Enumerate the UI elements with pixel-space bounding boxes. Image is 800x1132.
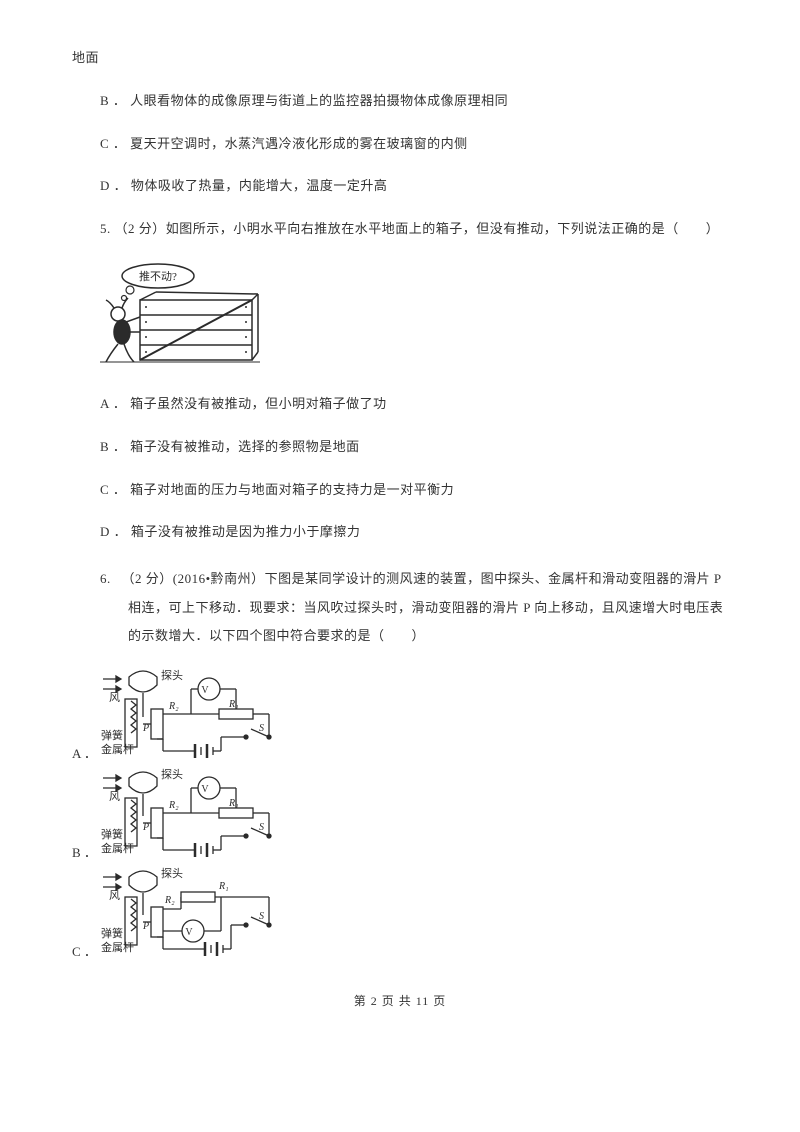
svg-text:探头: 探头: [161, 768, 183, 781]
svg-text:R₁: R₁: [228, 798, 239, 809]
q5-figure: 推不动?: [100, 262, 728, 372]
q5-option-c: C ． 箱子对地面的压力与地面对箱子的支持力是一对平衡力: [72, 480, 728, 501]
svg-text:V: V: [201, 784, 209, 795]
svg-text:风: 风: [109, 790, 120, 803]
q6-diagram-c: 风 探头 V R₂ R₁ P S 弹簧 金属杆: [101, 867, 286, 962]
q5-option-b: B ． 箱子没有被推动，选择的参照物是地面: [72, 437, 728, 458]
svg-text:弹簧: 弹簧: [101, 728, 123, 742]
q4-option-b: B ． 人眼看物体的成像原理与街道上的监控器拍摄物体成像原理相同: [72, 91, 728, 112]
svg-text:R₂: R₂: [168, 800, 179, 811]
svg-text:弹簧: 弹簧: [101, 926, 123, 940]
svg-text:S: S: [259, 822, 264, 833]
q5-option-d: D ． 箱子没有被推动是因为推力小于摩擦力: [72, 522, 728, 543]
svg-text:弹簧: 弹簧: [101, 827, 123, 841]
svg-text:P: P: [142, 723, 149, 734]
svg-text:S: S: [259, 723, 264, 734]
svg-text:金属杆: 金属杆: [101, 841, 134, 855]
svg-text:R₁: R₁: [218, 881, 229, 892]
svg-text:V: V: [201, 685, 209, 696]
q5-option-a: A ． 箱子虽然没有被推动，但小明对箱子做了功: [72, 394, 728, 415]
q6-option-c-label: C ．: [72, 941, 97, 962]
q4-option-d: D ． 物体吸收了热量，内能增大，温度一定升高: [72, 176, 728, 197]
svg-text:探头: 探头: [161, 669, 183, 682]
q5-bubble-text: 推不动?: [139, 269, 177, 283]
svg-text:R₂: R₂: [168, 701, 179, 712]
q6-diagram-b: 风 探头 V R₂ R₁ P S 弹簧 金属杆: [101, 768, 286, 863]
svg-text:金属杆: 金属杆: [101, 742, 134, 756]
q6-option-c-row: C ．: [72, 867, 728, 962]
q4-option-c: C ． 夏天开空调时，水蒸汽遇冷液化形成的雾在玻璃窗的内侧: [72, 134, 728, 155]
q4-stem-tail: 地面: [72, 48, 728, 69]
svg-text:P: P: [142, 822, 149, 833]
svg-text:探头: 探头: [161, 867, 183, 880]
page-footer: 第 2 页 共 11 页: [72, 992, 728, 1009]
svg-text:P: P: [142, 921, 149, 932]
svg-text:V: V: [185, 927, 193, 938]
q6-stem: 6. （2 分）(2016•黔南州）下图是某同学设计的测风速的装置，图中探头、金…: [100, 565, 728, 651]
q6-option-a-label: A ．: [72, 743, 97, 764]
q6-diagram-a: 风 探头 V R₂ R₁ P S 弹簧 金属杆: [101, 669, 286, 764]
svg-text:风: 风: [109, 691, 120, 704]
svg-text:R₂: R₂: [164, 895, 175, 906]
q5-stem: 5. （2 分）如图所示，小明水平向右推放在水平地面上的箱子，但没有推动，下列说…: [72, 219, 728, 240]
q6-option-b-label: B ．: [72, 842, 97, 863]
q6-option-b-row: B ．: [72, 768, 728, 863]
svg-text:S: S: [259, 911, 264, 922]
q6-option-a-row: A ．: [72, 669, 728, 764]
svg-text:金属杆: 金属杆: [101, 940, 134, 954]
svg-text:R₁: R₁: [228, 699, 239, 710]
svg-text:风: 风: [109, 889, 120, 902]
